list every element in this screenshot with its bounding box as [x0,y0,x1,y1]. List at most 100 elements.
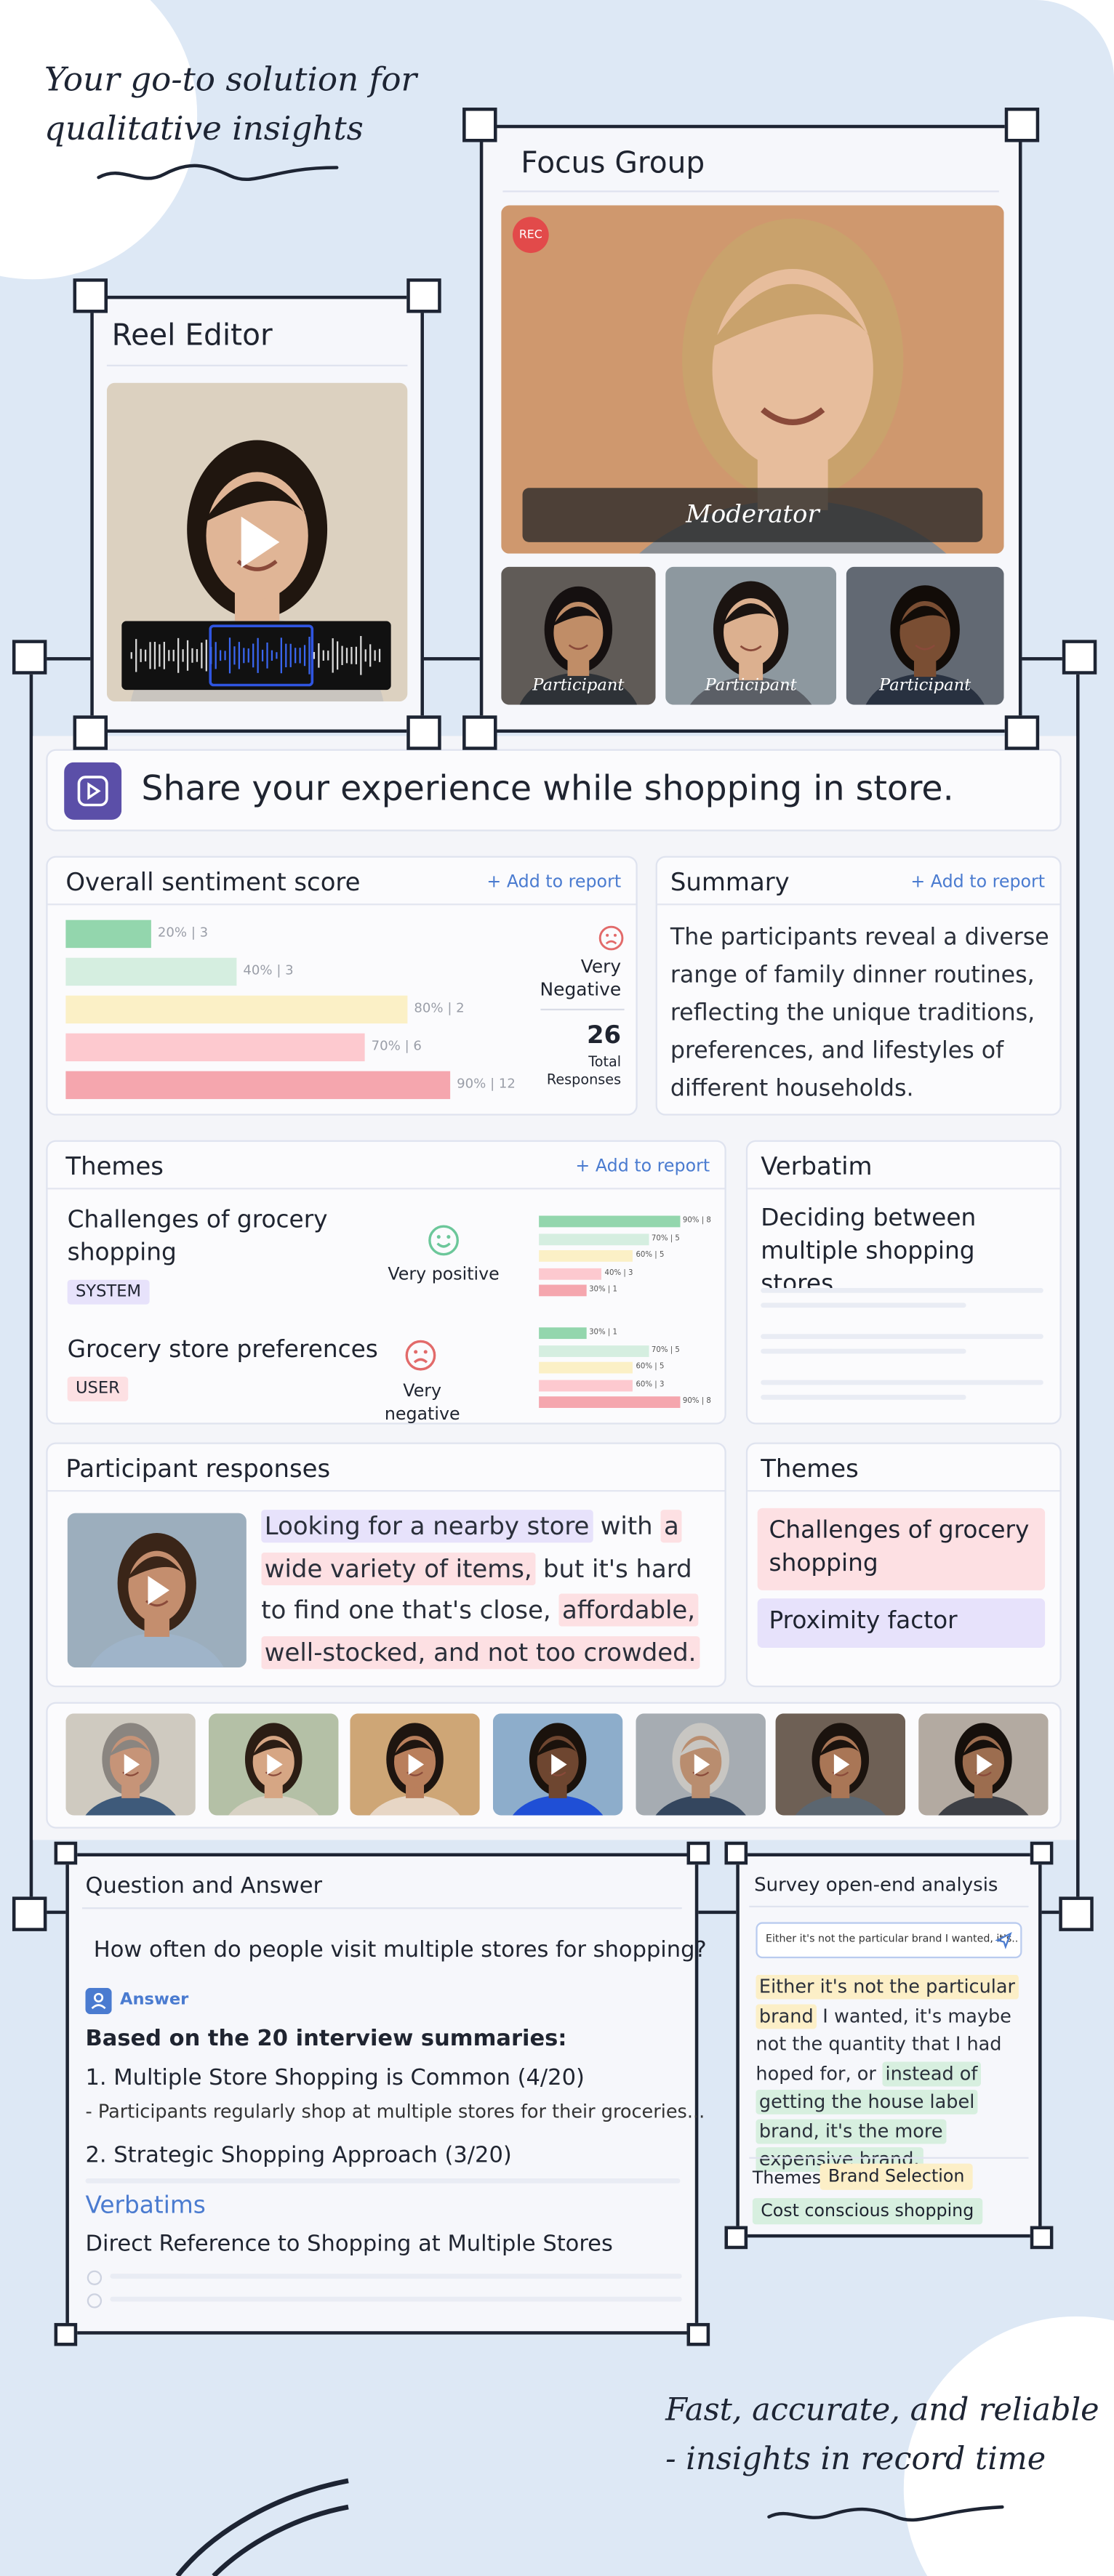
portrait [67,1513,247,1668]
moderator-video[interactable]: REC Moderator [501,205,1004,554]
bar-label: 70% | 5 [651,1234,680,1243]
sentiment-card: Overall sentiment score + Add to report … [46,856,638,1116]
handle[interactable] [462,108,497,142]
frame-title: Survey open-end analysis [754,1872,998,1896]
handle[interactable] [462,715,497,750]
handle[interactable] [1030,1841,1054,1865]
participant-label: Participant [705,677,797,696]
participant-video[interactable]: Participant [501,566,656,705]
hair-top [552,606,605,627]
handle[interactable] [406,278,441,313]
path [212,2504,349,2576]
shoulders [655,1795,746,1816]
play-button [694,1754,710,1775]
portrait [918,1713,1049,1816]
focus-group: Focus Group REC Moderator Participant Pa… [479,124,1022,733]
squiggle [97,164,339,182]
placeholder [110,2296,682,2302]
handle[interactable] [724,2226,748,2250]
theme-bar [539,1284,586,1297]
qa-frame: Question and Answer How often do people … [65,1853,707,2335]
hair-top [251,1739,296,1757]
hair-top [108,1739,153,1757]
thumbnail[interactable] [492,1713,623,1816]
handle[interactable] [686,1841,710,1865]
circle [598,925,624,951]
theme-bar [539,1215,680,1228]
send-icon[interactable] [994,1931,1014,1950]
handle[interactable] [73,715,108,750]
circle [94,1992,104,2003]
bar-label: 70% | 5 [651,1346,680,1355]
bar-label: 40% | 3 [243,962,294,978]
smile [740,645,762,652]
thumbnail[interactable] [775,1713,906,1816]
thumbnail[interactable] [208,1713,339,1816]
handle[interactable] [12,640,47,675]
thumbnail[interactable] [636,1713,766,1816]
thumbnail[interactable] [918,1713,1049,1816]
placeholder [761,1380,1043,1385]
theme-chip: Brand Selection [820,2163,973,2190]
hair-top [707,283,878,350]
add-to-report[interactable]: + Add to report [486,872,622,893]
hero-line: qualitative insights [44,108,364,148]
text-segment: I wanted, it's maybe not the quantity th… [756,2005,1011,2085]
placeholder [761,1303,966,1308]
handle[interactable] [1030,2226,1054,2250]
sad-icon [598,925,624,951]
participant-video[interactable]: Participant [665,566,837,705]
hair-top [393,1739,437,1757]
add-to-report[interactable]: + Add to report [910,872,1046,893]
survey-input[interactable]: Either it's not the particular brand I w… [756,1922,1022,1959]
highlight: Looking for a nearby store [261,1510,593,1543]
participant-video[interactable]: Participant [846,566,1004,705]
handle[interactable] [73,278,108,313]
smile [761,407,825,426]
hair-top [818,1739,863,1757]
thumbnail[interactable] [350,1713,480,1816]
sentiment-bars: 20% | 3 40% | 3 80% | 2 70% | 6 90% | 12 [65,919,558,1109]
answer-point: 2. Strategic Shopping Approach (3/20) [85,2142,512,2169]
verbatims-title: Verbatims [85,2193,206,2220]
handle[interactable] [1004,108,1040,142]
bar-label: 60% | 5 [636,1363,665,1372]
handle[interactable] [724,1841,748,1865]
handle[interactable] [1004,715,1040,750]
theme-bar [539,1361,633,1374]
question-title: Share your experience while shopping in … [141,768,954,809]
add-to-report[interactable]: + Add to report [575,1156,710,1177]
hair-top [535,1739,580,1757]
portrait [350,1713,480,1816]
circle [428,1225,459,1256]
tagline-line: Fast, accurate, and reliable [665,2391,1099,2428]
portrait [636,1713,766,1816]
theme-bars: 90% | 8 70% | 5 60% | 5 40% | 3 30% | 1 [539,1215,720,1302]
play-button [267,1754,283,1775]
rect [121,621,391,691]
path [767,2505,1004,2522]
total-label: Total Responses [546,1055,622,1090]
play-button [124,1754,140,1775]
handle[interactable] [54,1841,78,1865]
circle [436,1235,441,1239]
theme-bar [539,1344,649,1356]
handle[interactable] [1062,640,1097,675]
placeholder [761,1287,1043,1293]
theme-name: Grocery store preferences [67,1337,378,1364]
handle[interactable] [686,2322,710,2346]
handle[interactable] [54,2322,78,2346]
handle[interactable] [1059,1896,1094,1931]
card-header [657,858,1060,906]
input-text: Either it's not the particular brand I w… [765,1933,1019,1946]
answer-label: Answer [119,1991,189,2010]
handle[interactable] [12,1896,47,1931]
theme-mood: Very positive [388,1265,500,1285]
card-title: Verbatim [761,1151,873,1182]
smile-icon [428,1225,459,1256]
thumbnail[interactable] [65,1713,196,1816]
handle[interactable] [406,715,441,750]
smile [915,644,936,651]
responses-card: Participant responses Looking for a near… [46,1442,726,1688]
